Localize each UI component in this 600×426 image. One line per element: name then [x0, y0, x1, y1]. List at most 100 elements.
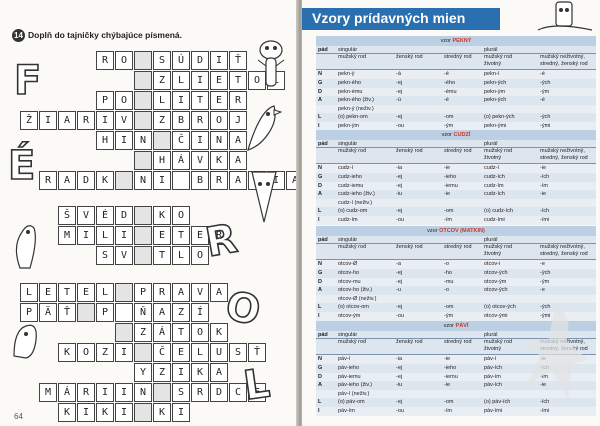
- table-header-row: pád singulár plurál: [316, 331, 596, 340]
- crossword-letter-cell: I: [115, 343, 133, 362]
- case-cell: I: [318, 312, 320, 319]
- singular-neuter-cell: -ie: [444, 382, 451, 389]
- header-plural: plurál: [484, 332, 498, 338]
- crossword-blank-cell[interactable]: [172, 171, 190, 190]
- singular-masculine-cell: cudz-ieho: [338, 173, 362, 180]
- singular-feminine-cell: -ia: [396, 356, 403, 363]
- header-case: pád: [318, 141, 328, 147]
- plural-animate-cell: páv-ími: [484, 407, 503, 414]
- header-plural-animate: mužský rod životný: [484, 244, 513, 258]
- crossword-blank-cell[interactable]: [134, 71, 152, 90]
- crossword-blank-cell[interactable]: [153, 131, 171, 150]
- crossword-blank-cell[interactable]: [115, 283, 133, 302]
- crossword-blank-cell[interactable]: [115, 323, 133, 342]
- singular-masculine-cell: pekn-ým: [338, 122, 360, 129]
- crossword-letter-cell: P: [134, 283, 152, 302]
- table-title: vzor PÁVÍ: [316, 321, 596, 331]
- plural-other-cell: -ými: [540, 312, 551, 319]
- singular-feminine-cell: -iu: [396, 382, 403, 389]
- task-instruction: Doplň do tajničky chýbajúce písmená.: [28, 30, 182, 40]
- header-plural: plurál: [484, 141, 498, 147]
- crossword-blank-cell[interactable]: [134, 226, 152, 245]
- crossword-letter-cell: Á: [153, 323, 171, 342]
- singular-masculine-cell: otcov-Ø (neživ.): [338, 295, 377, 302]
- plural-other-cell: -ích: [540, 399, 550, 406]
- crossword-blank-cell[interactable]: [134, 246, 152, 265]
- singular-feminine-cell: -ej: [396, 304, 403, 311]
- header-plural-other: mužský neživotný, stredný, ženský rod: [540, 148, 588, 162]
- table-subheader-row: mužský rod ženský rod stredný rod mužský ro…: [316, 148, 596, 165]
- header-case: pád: [318, 332, 328, 338]
- crossword-letter-cell: P: [96, 303, 114, 322]
- crossword-letter-cell: T: [191, 91, 209, 110]
- singular-neuter-cell: -ie: [444, 191, 451, 198]
- robot-cartoon-icon: [537, 1, 593, 31]
- singular-neuter-cell: -iemu: [444, 373, 458, 380]
- singular-masculine-cell: (o) pekn-om: [338, 114, 368, 121]
- crossword-letter-cell: I: [39, 111, 57, 130]
- case-cell: L: [318, 399, 322, 406]
- singular-neuter-cell: -ieho: [444, 364, 457, 371]
- crossword-letter-cell: V: [115, 111, 133, 130]
- singular-masculine-cell: páv-iemu: [338, 373, 361, 380]
- letter-cartoon-icon: [251, 171, 277, 223]
- singular-feminine-cell: -ej: [396, 278, 403, 285]
- task-heading: 14 Doplň do tajničky chýbajúce písmená.: [12, 28, 182, 42]
- crossword-letter-cell: E: [191, 226, 209, 245]
- plural-animate-cell: otcov-ých: [484, 287, 508, 294]
- crossword-blank-cell[interactable]: [134, 51, 152, 70]
- singular-feminine-cell: -ou: [396, 407, 404, 414]
- case-cell: D: [318, 88, 322, 95]
- crossword-letter-cell: K: [96, 403, 114, 422]
- crossword-letter-cell: I: [77, 403, 95, 422]
- crossword-blank-cell[interactable]: [134, 151, 152, 170]
- crossword-blank-cell[interactable]: [134, 403, 152, 422]
- header-masculine: mužský rod: [338, 54, 367, 61]
- crossword-letter-cell: K: [58, 403, 76, 422]
- big-letter-r: R: [201, 215, 241, 267]
- crossword-blank-cell[interactable]: [115, 303, 133, 322]
- singular-feminine-cell: -ou: [396, 122, 404, 129]
- crossword-letter-cell: E: [210, 91, 228, 110]
- crossword-blank-cell[interactable]: [153, 383, 171, 402]
- plural-other-cell: -e: [540, 287, 545, 294]
- crossword-blank-cell[interactable]: [77, 303, 95, 322]
- crossword-letter-cell: I: [96, 383, 114, 402]
- crossword-letter-cell: E: [248, 383, 266, 402]
- plural-animate-cell: (o) pekn-ých: [484, 114, 515, 121]
- crossword-letter-cell: Č: [153, 343, 171, 362]
- case-cell: I: [318, 216, 320, 223]
- singular-feminine-cell: -ej: [396, 79, 403, 86]
- case-cell: A: [318, 287, 322, 294]
- crossword-letter-cell: K: [210, 151, 228, 170]
- crossword-letter-cell: Z: [172, 303, 190, 322]
- crossword-letter-cell: V: [77, 206, 95, 225]
- singular-masculine-cell: pekn-ého (živ.): [338, 97, 374, 104]
- singular-masculine-cell: pekn-ý (neživ.): [338, 105, 374, 112]
- crossword-letter-cell: L: [172, 246, 190, 265]
- crossword-letter-cell: S: [96, 246, 114, 265]
- crossword-letter-cell: T: [172, 323, 190, 342]
- crossword-letter-cell: L: [20, 283, 38, 302]
- singular-feminine-cell: -ej: [396, 208, 403, 215]
- singular-masculine-cell: (o) cudz-om: [338, 208, 368, 215]
- crossword-letter-cell: I: [153, 171, 171, 190]
- crossword-blank-cell[interactable]: [115, 171, 133, 190]
- big-letter-f: F: [13, 57, 42, 105]
- plural-other-cell: -é: [540, 97, 545, 104]
- plural-other-cell: -ích: [540, 173, 550, 180]
- crossword-blank-cell[interactable]: [134, 343, 152, 362]
- crossword-letter-cell: A: [210, 283, 228, 302]
- worm-cartoon-icon: [15, 225, 36, 269]
- singular-neuter-cell: -o: [444, 261, 449, 268]
- crossword-blank-cell[interactable]: [134, 111, 152, 130]
- crossword-letter-cell: V: [115, 246, 133, 265]
- crossword-blank-cell[interactable]: [134, 206, 152, 225]
- crossword-blank-cell[interactable]: [134, 91, 152, 110]
